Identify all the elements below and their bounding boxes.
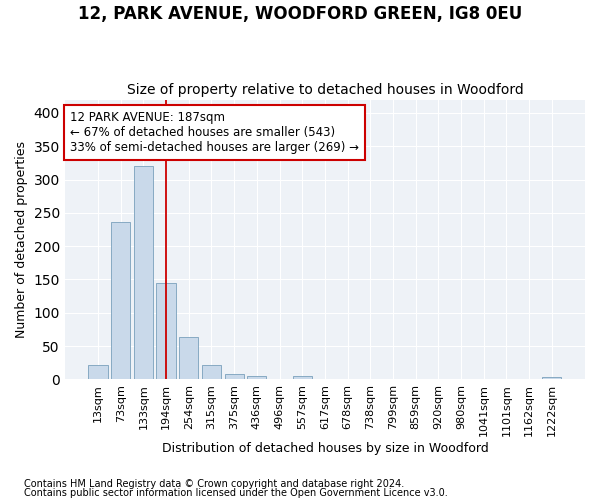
Text: 12 PARK AVENUE: 187sqm
← 67% of detached houses are smaller (543)
33% of semi-de: 12 PARK AVENUE: 187sqm ← 67% of detached…	[70, 111, 359, 154]
X-axis label: Distribution of detached houses by size in Woodford: Distribution of detached houses by size …	[161, 442, 488, 455]
Bar	[542, 378, 562, 380]
Bar	[224, 374, 244, 380]
Text: 12, PARK AVENUE, WOODFORD GREEN, IG8 0EU: 12, PARK AVENUE, WOODFORD GREEN, IG8 0EU	[78, 5, 522, 23]
Bar	[247, 376, 266, 380]
Bar	[179, 338, 199, 380]
Bar	[134, 166, 153, 380]
Bar	[157, 283, 176, 380]
Text: Contains HM Land Registry data © Crown copyright and database right 2024.: Contains HM Land Registry data © Crown c…	[24, 479, 404, 489]
Y-axis label: Number of detached properties: Number of detached properties	[15, 141, 28, 338]
Bar	[88, 365, 108, 380]
Bar	[293, 376, 312, 380]
Text: Contains public sector information licensed under the Open Government Licence v3: Contains public sector information licen…	[24, 488, 448, 498]
Bar	[202, 366, 221, 380]
Bar	[111, 222, 130, 380]
Title: Size of property relative to detached houses in Woodford: Size of property relative to detached ho…	[127, 83, 523, 97]
